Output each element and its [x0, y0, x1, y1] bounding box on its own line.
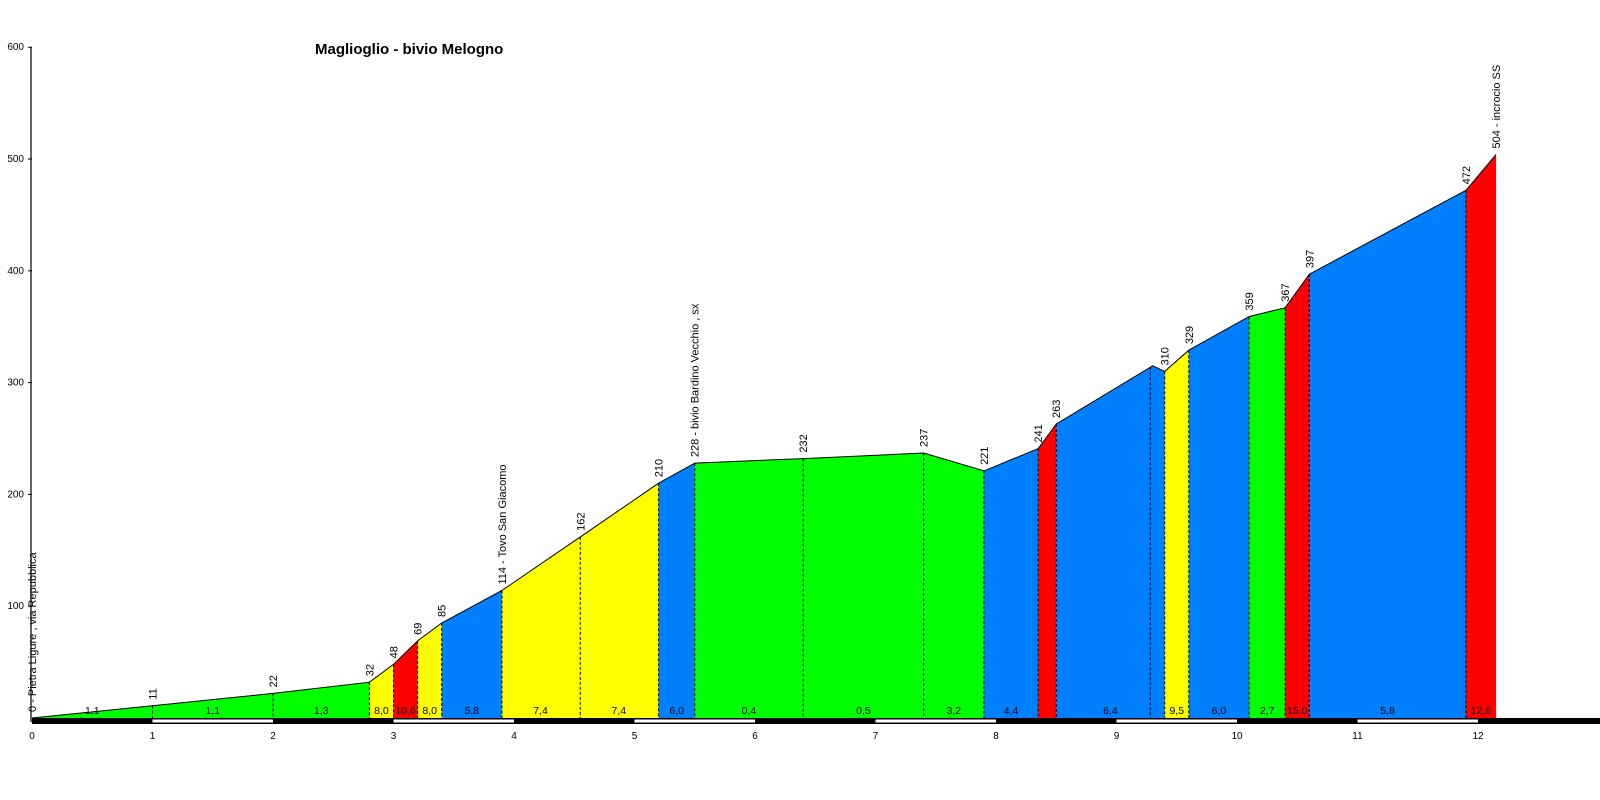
- elevation-annotation: 210: [654, 459, 666, 477]
- y-tick-label: 600: [7, 42, 24, 53]
- elevation-annotation: 359: [1244, 292, 1256, 310]
- grade-label: 0,5: [856, 705, 871, 717]
- elevation-annotation: 232: [798, 434, 810, 452]
- segment-fill: [1285, 274, 1310, 718]
- annotations: 0 - Pietra Ligure , via Repubblica 11 22 32…: [27, 65, 1503, 712]
- grade-label: 1,1: [85, 705, 100, 717]
- x-tick-label: 5: [632, 731, 638, 742]
- segment-fill: [658, 463, 695, 718]
- x-tick-label: 12: [1472, 731, 1484, 742]
- grade-label: 4,4: [1004, 705, 1019, 717]
- grade-label: 0,4: [742, 705, 757, 717]
- y-tick-label: 100: [7, 601, 24, 612]
- segment-fill: [1249, 307, 1286, 718]
- segment-fill: [1188, 316, 1249, 718]
- grade-label: 12,6: [1471, 705, 1492, 717]
- x-axis-bar: [32, 718, 1600, 724]
- grade-label: 7,4: [612, 705, 627, 717]
- x-tick-label: 8: [993, 731, 999, 742]
- x-tick-label: 6: [752, 731, 758, 742]
- x-tick-label: 3: [391, 731, 397, 742]
- elevation-annotation: 32: [364, 664, 376, 676]
- elevation-annotation: 241: [1033, 424, 1045, 442]
- x-axis-km-block: [152, 719, 273, 723]
- elevation-annotation: 22: [268, 675, 280, 687]
- segment-fill: [694, 453, 984, 718]
- y-tick-label: 200: [7, 489, 24, 500]
- elevation-annotation: 11: [148, 688, 160, 699]
- grade-labels: 8,0 10,6 8,0 5,8 6,0 4,4 6,4 9,5 6,0 2,7 15,0 5,8 12…: [85, 705, 1491, 717]
- elevation-annotation: 85: [437, 605, 449, 617]
- x-tick-label: 10: [1231, 731, 1243, 742]
- x-axis-km-block: [1357, 719, 1478, 723]
- elevation-annotation: 48: [389, 646, 401, 658]
- segment-fill: [1038, 424, 1057, 718]
- segment-dividers: [152, 190, 1467, 718]
- segment-fill: [1164, 350, 1189, 718]
- grade-label: 3,2: [947, 705, 962, 717]
- grade-label: 7,4: [533, 705, 548, 717]
- grade-label: 8,0: [422, 705, 437, 717]
- grade-label: 8,0: [374, 705, 389, 717]
- grade-label: 9,5: [1169, 705, 1184, 717]
- elevation-annotation: 114 - Tovo San Giacomo: [497, 464, 509, 584]
- segment-fill: [417, 623, 442, 718]
- elevation-annotation: 69: [413, 623, 425, 635]
- elevation-annotation: 504 - incrocio SS: [1491, 65, 1503, 149]
- y-tick-label: 500: [7, 154, 24, 165]
- elevation-annotation: 472: [1461, 166, 1473, 184]
- y-tick-label: 400: [7, 266, 24, 277]
- grade-label: 10,6: [395, 705, 416, 717]
- elevation-annotation: 0 - Pietra Ligure , via Repubblica: [27, 552, 39, 712]
- grade-label: 1,1: [205, 705, 220, 717]
- elevation-annotation: 310: [1160, 347, 1172, 365]
- segment-fill: [1466, 154, 1497, 718]
- grade-label: 6,0: [1212, 705, 1227, 717]
- elevation-annotation: 228 - bivio Bardino Vecchio , sx: [690, 303, 702, 457]
- grade-label: 5,8: [1380, 705, 1395, 717]
- x-tick-label: 1: [150, 731, 156, 742]
- segment-fill: [393, 640, 418, 718]
- segment-fills: [32, 154, 1497, 719]
- elevation-annotation: 263: [1051, 400, 1063, 418]
- x-tick-label: 2: [270, 731, 276, 742]
- grade-label: 6,0: [669, 705, 684, 717]
- segment-fill: [984, 448, 1039, 718]
- elevation-annotation: 162: [575, 513, 587, 531]
- x-tick-label: 9: [1114, 731, 1120, 742]
- grade-label: 6,4: [1103, 705, 1118, 717]
- elevation-annotation: 397: [1304, 250, 1316, 268]
- y-tick-label: 300: [7, 378, 24, 389]
- segment-fill: [1056, 365, 1165, 718]
- elevation-annotation: 237: [919, 429, 931, 447]
- x-tick-label: 4: [511, 731, 517, 742]
- x-axis-km-block: [875, 719, 996, 723]
- segment-fill: [1309, 190, 1466, 719]
- elevation-annotation: 329: [1184, 326, 1196, 344]
- x-tick-label: 11: [1352, 731, 1363, 742]
- x-tick-label: 7: [873, 731, 879, 742]
- segment-fill: [32, 682, 370, 718]
- profile-line: [31, 154, 1497, 719]
- elevation-annotation: 221: [979, 447, 991, 465]
- grade-label: 15,0: [1287, 705, 1308, 717]
- grade-label: 1,3: [314, 705, 329, 717]
- segment-fill: [441, 590, 502, 718]
- chart-title: Maglioglio - bivio Melogno: [315, 41, 503, 58]
- elevation-annotation: 367: [1280, 283, 1292, 301]
- x-axis-km-block: [634, 719, 755, 723]
- x-tick-label: 0: [29, 731, 35, 742]
- segment-fill: [369, 664, 394, 718]
- grade-label: 5,8: [465, 705, 480, 717]
- grade-label: 2,7: [1260, 705, 1275, 717]
- segment-fill: [501, 483, 659, 718]
- x-axis-km-block: [393, 719, 514, 723]
- x-axis-km-block: [1116, 719, 1237, 723]
